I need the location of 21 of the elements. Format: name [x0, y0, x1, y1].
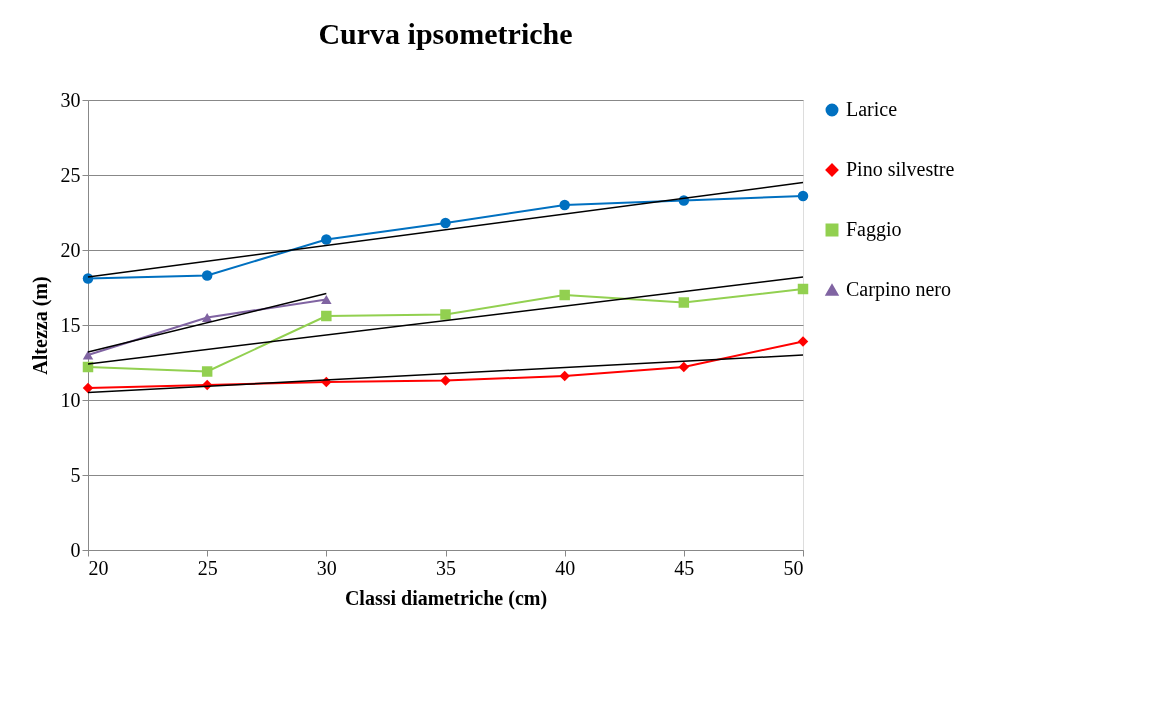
legend-label: Carpino nero: [846, 278, 951, 301]
x-tick-label: 45: [674, 556, 695, 579]
y-tick-label: 20: [60, 238, 81, 261]
legend-label: Faggio: [846, 218, 902, 241]
x-tick-label: 50: [783, 556, 804, 579]
chart-title: Curva ipsometriche: [318, 17, 573, 50]
x-tick-label: 20: [88, 556, 109, 579]
y-tick-label: 10: [60, 388, 81, 411]
x-tick-label: 40: [555, 556, 576, 579]
x-tick-label: 30: [316, 556, 337, 579]
y-tick-label: 0: [70, 538, 81, 561]
y-tick-label: 5: [70, 463, 81, 486]
y-tick-label: 30: [60, 88, 81, 111]
y-axis-title: Altezza (m): [28, 276, 52, 375]
y-tick-label: 15: [60, 313, 81, 336]
x-tick-label: 25: [197, 556, 218, 579]
legend-label: Pino silvestre: [846, 158, 955, 180]
legend-label: Larice: [846, 98, 898, 120]
x-tick-label: 35: [436, 556, 456, 579]
x-axis-title: Classi diametriche (cm): [344, 586, 548, 610]
y-tick-label: 25: [60, 163, 81, 186]
